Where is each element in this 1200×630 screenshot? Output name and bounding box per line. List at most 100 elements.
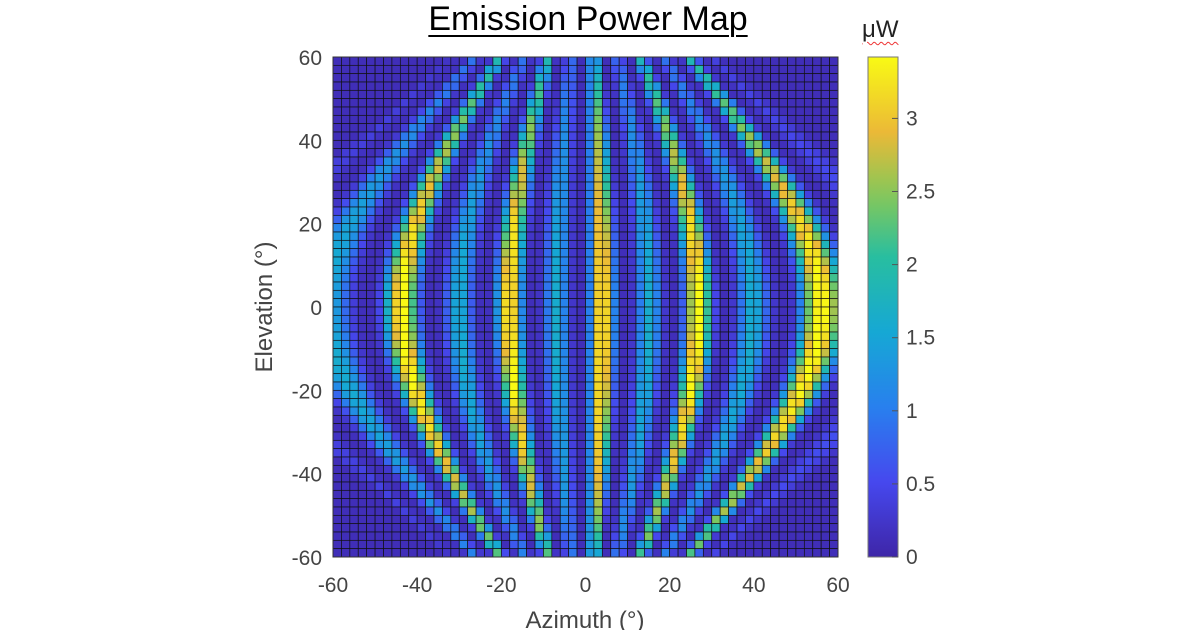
heatmap-cell [829,523,839,533]
heatmap-cell [719,331,729,341]
heatmap-cell [711,389,721,400]
heatmap-cell [551,373,561,383]
heatmap-cell [349,289,359,300]
heatmap-cell [534,289,544,300]
heatmap-cell [349,81,359,91]
heatmap-cell [467,189,477,200]
heatmap-cell [484,106,494,116]
heatmap-cell [534,306,544,316]
heatmap-cell [374,406,384,416]
heatmap-cell [332,339,342,350]
heatmap-cell [391,531,401,541]
heatmap-cell [677,156,687,166]
heatmap-cell [509,223,519,233]
heatmap-cell [551,189,561,200]
heatmap-cell [458,206,469,216]
heatmap-cell [408,314,418,325]
heatmap-cell [728,98,738,108]
heatmap-cell [534,156,544,166]
heatmap-cell [803,64,814,75]
heatmap-cell [568,431,578,441]
heatmap-cell [795,206,805,216]
heatmap-cell [551,273,561,283]
heatmap-cell [492,73,502,83]
heatmap-cell [694,398,704,408]
heatmap-cell [627,306,637,316]
heatmap-cell [787,148,797,158]
heatmap-cell [660,364,671,375]
heatmap-cell [391,423,401,433]
heatmap-cell [543,256,553,266]
heatmap-cell [425,439,435,450]
heatmap-cell [517,406,527,416]
heatmap-cell [601,239,612,250]
heatmap-cell [669,256,679,266]
heatmap-cell [795,348,805,358]
heatmap-cell [433,139,443,150]
heatmap-cell [442,448,452,458]
heatmap-cell [770,206,780,216]
heatmap-cell [341,123,351,133]
heatmap-cell [618,114,628,125]
heatmap-cell [500,89,511,100]
heatmap-cell [812,281,822,291]
heatmap-cell [357,381,368,391]
heatmap-cell [702,489,713,500]
heatmap-cell [467,289,477,300]
heatmap-cell [736,206,746,216]
heatmap-cell [551,98,561,108]
heatmap-cell [492,339,502,350]
heatmap-cell [517,106,527,116]
heatmap-cell [585,489,595,500]
heatmap-cell [610,73,620,83]
heatmap-cell [366,123,376,133]
heatmap-cell [332,323,342,333]
heatmap-cell [357,214,368,225]
heatmap-cell [644,473,654,483]
heatmap-cell [332,56,342,66]
heatmap-cell [484,456,494,466]
heatmap-cell [349,523,359,533]
heatmap-cell [770,439,780,450]
heatmap-cell [500,81,511,91]
heatmap-cell [753,431,763,441]
heatmap-cell [803,181,814,191]
heatmap-cell [736,331,746,341]
heatmap-cell [778,248,788,258]
heatmap-cell [433,114,443,125]
heatmap-cell [627,406,637,416]
heatmap-cell [383,298,393,308]
heatmap-cell [526,473,536,483]
heatmap-cell [399,139,410,150]
heatmap-cell [787,498,797,508]
heatmap-cell [450,273,460,283]
heatmap-cell [408,414,418,425]
heatmap-cell [778,81,788,91]
heatmap-cell [618,273,628,283]
heatmap-cell [425,156,435,166]
heatmap-cell [526,131,536,141]
heatmap-cell [543,106,553,116]
heatmap-cell [745,306,755,316]
heatmap-cell [568,414,578,425]
heatmap-cell [694,273,704,283]
heatmap-cell [601,248,612,258]
heatmap-cell [332,189,342,200]
heatmap-cell [349,473,359,483]
heatmap-cell [803,139,814,150]
heatmap-cell [585,323,595,333]
heatmap-cell [745,531,755,541]
heatmap-cell [686,373,696,383]
heatmap-cell [652,539,662,550]
heatmap-cell [425,381,435,391]
heatmap-cell [500,214,511,225]
heatmap-cell [711,206,721,216]
heatmap-cell [526,498,536,508]
heatmap-cell [677,539,687,550]
heatmap-cell [374,348,384,358]
heatmap-cell [543,406,553,416]
heatmap-cell [652,514,662,525]
heatmap-cell [357,464,368,475]
heatmap-cell [820,464,830,475]
heatmap-cell [593,464,603,475]
